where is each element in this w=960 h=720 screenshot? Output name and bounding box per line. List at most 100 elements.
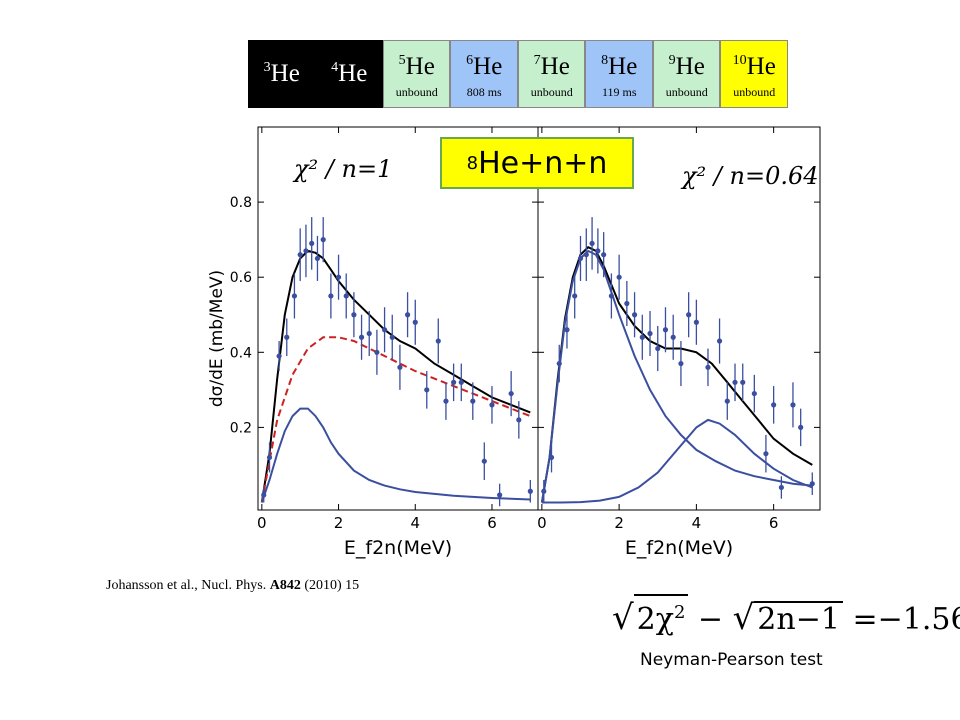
data-point <box>716 338 723 344</box>
x-axis-label: E_f2n(MeV) <box>344 537 452 559</box>
data-point <box>404 312 411 318</box>
data-point <box>662 327 669 333</box>
data-point <box>608 293 614 299</box>
data-point <box>458 379 464 385</box>
isotope-5he: 5He unbound <box>382 40 451 108</box>
data-point <box>541 488 547 494</box>
data-point <box>443 398 449 404</box>
x-tick-label: 4 <box>410 514 420 532</box>
data-point <box>366 330 372 337</box>
data-point <box>732 379 738 385</box>
isotope-5he-status: unbound <box>395 85 438 99</box>
data-point <box>276 353 282 359</box>
data-point <box>374 349 380 355</box>
data-point <box>527 488 533 494</box>
data-point <box>639 334 645 340</box>
data-point <box>291 293 298 299</box>
isotope-8he: 8He 119 ms <box>585 40 653 108</box>
data-point <box>678 360 684 367</box>
data-point <box>616 274 622 280</box>
x-tick-label: 2 <box>334 514 344 532</box>
y-tick-label: 0.6 <box>230 270 252 286</box>
data-point <box>266 454 273 461</box>
isotope-9he-status: unbound <box>665 85 708 99</box>
data-point <box>556 360 562 367</box>
data-point <box>481 458 487 464</box>
curve-blue-solid <box>541 418 813 504</box>
x-tick-label: 4 <box>692 514 702 532</box>
curve-blue-solid <box>260 407 531 503</box>
isotope-7he: 7He unbound <box>517 40 586 108</box>
curve-black-solid <box>260 249 531 503</box>
data-point <box>705 364 711 370</box>
isotope-6he-halflife: 808 ms <box>466 85 502 99</box>
data-point <box>601 252 607 258</box>
citation: Johansson et al., Nucl. Phys. A842 (2010… <box>106 578 360 593</box>
data-point <box>724 398 730 404</box>
data-point <box>328 293 334 299</box>
data-point <box>595 248 601 254</box>
neyman-pearson-formula: √ 2χ2 − √ 2n−1 =−1.56 <box>612 594 960 638</box>
data-point <box>740 379 746 385</box>
curve-red-dashed <box>260 336 531 503</box>
data-point <box>771 402 777 408</box>
data-point <box>655 345 661 352</box>
x-tick-label: 6 <box>769 514 779 532</box>
data-point <box>424 387 430 393</box>
data-point <box>572 293 578 299</box>
y-tick-label: 0.8 <box>230 195 252 211</box>
y-tick-label: 0.2 <box>230 420 252 436</box>
y-axis-label: dσ/dE (mb/MeV) <box>207 270 227 407</box>
data-point <box>358 334 365 340</box>
x-tick-label: 0 <box>257 514 267 532</box>
isotope-3he: 3He <box>263 60 300 87</box>
data-point <box>751 390 757 397</box>
data-point <box>397 364 403 370</box>
data-point <box>693 319 699 325</box>
right-panel-annotation: χ² / n=0.64 <box>682 162 819 190</box>
data-point <box>389 334 395 340</box>
data-point <box>470 398 476 404</box>
isotope-9he: 9He unbound <box>652 40 721 108</box>
curve-blue-solid <box>540 249 813 503</box>
isotope-4he: 4He <box>331 60 368 87</box>
data-point <box>309 240 315 247</box>
data-point <box>624 300 630 307</box>
panel-left: 0 2 4 6 0.2 0.4 0.6 0.8 E_f2n(MeV) dσ/dE (mb/MeV) <box>207 126 539 559</box>
data-point <box>564 327 570 333</box>
data-point <box>516 417 522 423</box>
data-point <box>497 492 503 498</box>
isotope-8he-halflife: 119 ms <box>601 85 637 99</box>
isotope-bar: 3He 4He 5He unbound 6He 808 ms 7He unbou… <box>248 40 788 108</box>
data-point <box>381 327 388 333</box>
data-point <box>631 312 638 318</box>
isotope-10he: 10He unbound <box>720 40 788 108</box>
data-point <box>809 481 815 487</box>
isotope-7he-status: unbound <box>530 85 573 99</box>
data-point <box>284 334 290 340</box>
x-tick-label: 2 <box>614 514 624 532</box>
y-tick-label: 0.4 <box>230 345 252 361</box>
data-point <box>790 402 796 408</box>
data-point <box>778 484 784 491</box>
data-point <box>303 248 309 254</box>
data-point <box>489 402 495 408</box>
data-point <box>343 293 349 299</box>
isotope-6he: 6He 808 ms <box>450 40 518 108</box>
data-point <box>412 319 418 325</box>
data-point <box>798 424 804 430</box>
isotope-stable-block: 3He 4He <box>248 40 383 108</box>
data-point <box>508 390 514 397</box>
data-point <box>320 237 326 243</box>
data-point <box>583 252 589 258</box>
reaction-title-box: 8 He+n+n <box>440 137 634 189</box>
panel-right: 0 2 4 6 E_f2n(MeV) <box>537 126 821 559</box>
data-point <box>670 334 676 340</box>
isotope-10he-status: unbound <box>733 85 776 99</box>
data-point <box>451 379 457 385</box>
data-point <box>335 274 342 280</box>
test-label: Neyman-Pearson test <box>640 650 823 670</box>
data-point <box>647 330 653 337</box>
data-point <box>435 338 441 344</box>
